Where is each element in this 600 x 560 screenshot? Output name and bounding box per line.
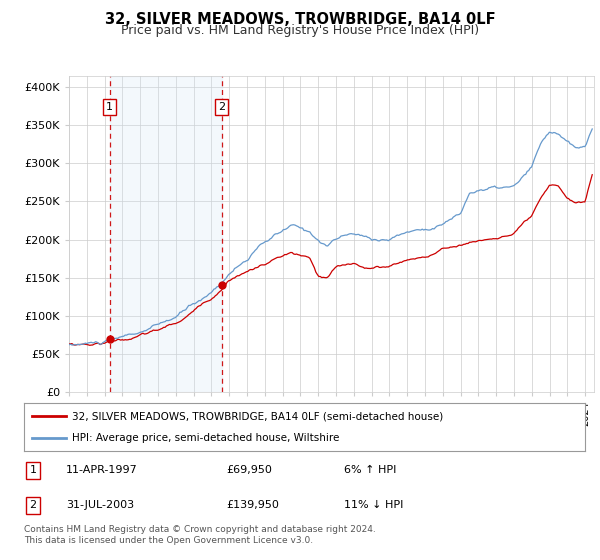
Text: HPI: Average price, semi-detached house, Wiltshire: HPI: Average price, semi-detached house,… bbox=[71, 433, 339, 443]
Text: 2: 2 bbox=[29, 501, 37, 510]
Text: 11-APR-1997: 11-APR-1997 bbox=[66, 465, 138, 475]
Text: 32, SILVER MEADOWS, TROWBRIDGE, BA14 0LF (semi-detached house): 32, SILVER MEADOWS, TROWBRIDGE, BA14 0LF… bbox=[71, 411, 443, 421]
Text: Contains HM Land Registry data © Crown copyright and database right 2024.
This d: Contains HM Land Registry data © Crown c… bbox=[24, 525, 376, 545]
Text: 1: 1 bbox=[29, 465, 37, 475]
Text: 1: 1 bbox=[106, 102, 113, 112]
Text: 11% ↓ HPI: 11% ↓ HPI bbox=[344, 501, 403, 510]
Text: Price paid vs. HM Land Registry's House Price Index (HPI): Price paid vs. HM Land Registry's House … bbox=[121, 24, 479, 36]
Text: 32, SILVER MEADOWS, TROWBRIDGE, BA14 0LF: 32, SILVER MEADOWS, TROWBRIDGE, BA14 0LF bbox=[104, 12, 496, 27]
Bar bbox=[110, 76, 221, 392]
Text: 31-JUL-2003: 31-JUL-2003 bbox=[66, 501, 134, 510]
Text: 2: 2 bbox=[218, 102, 225, 112]
Text: £139,950: £139,950 bbox=[226, 501, 279, 510]
Text: £69,950: £69,950 bbox=[226, 465, 272, 475]
Text: 6% ↑ HPI: 6% ↑ HPI bbox=[344, 465, 396, 475]
